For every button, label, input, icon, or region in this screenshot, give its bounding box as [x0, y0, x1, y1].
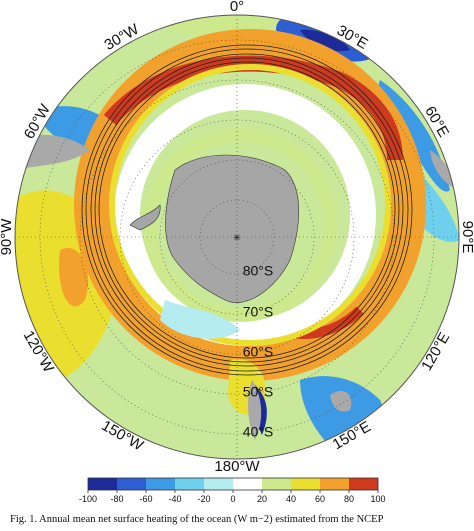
latitude-label: 80°S	[243, 263, 274, 279]
colorbar-tick-label: -40	[168, 494, 181, 504]
latitude-label: 50°S	[243, 384, 274, 400]
colorbar-bin	[204, 478, 233, 490]
colorbar-tick-label: -80	[110, 494, 123, 504]
colorbar-bin	[175, 478, 204, 490]
map-field: ✳	[15, 15, 459, 459]
colorbar-tick-label: 60	[315, 494, 325, 504]
longitude-label: 180°W	[214, 458, 260, 475]
caption: Fig. 1. Annual mean net surface heating …	[10, 514, 384, 525]
colorbar-tick-label: 100	[370, 494, 385, 504]
longitude-label: 0°	[230, 0, 244, 15]
map-border	[14, 14, 460, 460]
colorbar-tick-label: 20	[257, 494, 267, 504]
colorbar-tick-label: -20	[197, 494, 210, 504]
colorbar-bin	[146, 478, 175, 490]
colorbar-bin	[291, 478, 320, 490]
colorbar-bin	[233, 478, 262, 490]
colorbar-bin	[262, 478, 291, 490]
colorbar-bin	[117, 478, 146, 490]
latitude-label: 40°S	[243, 424, 274, 440]
svg-text:✳: ✳	[233, 233, 241, 244]
colorbar: -100 -80 -60 -40 -20 0 20 40 60 80 100	[79, 477, 386, 504]
colorbar-tick-label: -100	[79, 494, 97, 504]
colorbar-tick-label: 0	[230, 494, 235, 504]
colorbar-bin	[349, 478, 378, 490]
colorbar-tick-label: 80	[344, 494, 354, 504]
colorbar-tick-label: -60	[139, 494, 152, 504]
latitude-label: 70°S	[243, 304, 274, 320]
longitude-label: 90°E	[459, 221, 474, 254]
colorbar-bin	[88, 478, 117, 490]
colorbar-tick-label: 40	[286, 494, 296, 504]
latitude-label: 60°S	[243, 344, 274, 360]
longitude-label: 90°W	[0, 218, 15, 256]
colorbar-bin	[320, 478, 349, 490]
